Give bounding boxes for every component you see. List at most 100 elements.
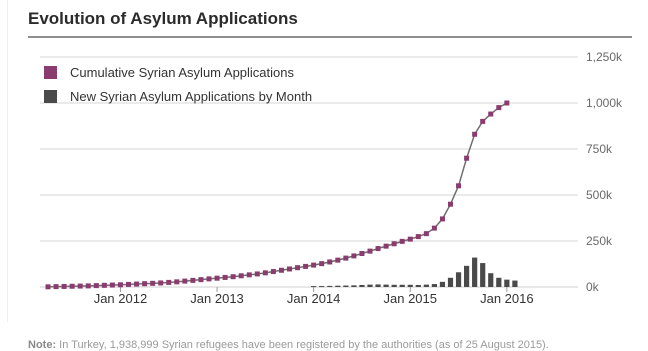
cumulative-point [93, 283, 99, 289]
cumulative-point [415, 234, 421, 240]
cumulative-point [222, 274, 228, 280]
cumulative-point [101, 282, 107, 288]
title-divider [28, 36, 632, 38]
footnote-text: In Turkey, 1,938,999 Syrian refugees hav… [59, 339, 549, 351]
chart-title: Evolution of Asylum Applications [28, 9, 298, 28]
monthly-bar [431, 284, 437, 287]
cumulative-point [158, 280, 164, 286]
cumulative-line [45, 100, 510, 290]
cumulative-point [238, 273, 244, 279]
cumulative-point [367, 248, 373, 254]
cumulative-point [270, 269, 276, 275]
monthly-bar [391, 284, 397, 287]
monthly-bar [351, 285, 357, 287]
monthly-bar [439, 281, 446, 287]
cumulative-point [61, 283, 67, 289]
cumulative-point [295, 265, 301, 271]
legend-label-monthly: New Syrian Asylum Applications by Month [70, 89, 312, 104]
monthly-bar [367, 284, 373, 287]
cumulative-point [407, 236, 413, 242]
monthly-bar [504, 279, 510, 287]
monthly-bars [311, 257, 518, 288]
cumulative-point [359, 251, 365, 257]
monthly-bar [383, 284, 389, 287]
cumulative-point [335, 257, 341, 263]
cumulative-point [262, 270, 268, 276]
cumulative-point [278, 267, 284, 273]
cumulative-point [480, 118, 486, 124]
x-tick-label: Jan 2014 [287, 291, 341, 306]
monthly-bar [480, 263, 486, 287]
monthly-bar [496, 277, 502, 287]
monthly-bar [375, 284, 381, 287]
x-tick-label: Jan 2012 [94, 291, 148, 306]
monthly-bar [343, 285, 349, 287]
x-tick-label: Jan 2016 [480, 291, 534, 306]
cumulative-point [230, 274, 236, 280]
cumulative-point [311, 262, 317, 268]
cumulative-point [109, 282, 115, 288]
cumulative-point [45, 284, 51, 290]
cumulative-point [439, 216, 445, 222]
cumulative-point [448, 201, 453, 207]
cumulative-point [464, 155, 470, 161]
footnote-label: Note: [28, 339, 57, 351]
legend-swatch-monthly [44, 90, 57, 103]
cumulative-point [254, 271, 260, 277]
cumulative-point [472, 131, 478, 137]
cumulative-point [504, 100, 510, 106]
cumulative-point [456, 183, 462, 189]
y-tick-label: 750k [586, 142, 613, 156]
x-axis-ticks: Jan 2012 Jan 2013 Jan 2014 Jan 2015 Jan 2016 [94, 287, 534, 306]
monthly-bar [423, 284, 429, 287]
monthly-bar [415, 284, 421, 287]
legend-label-cumulative: Cumulative Syrian Asylum Applications [70, 65, 294, 80]
y-tick-label: 250k [586, 234, 613, 248]
legend: Cumulative Syrian Asylum Applications Ne… [44, 65, 312, 104]
monthly-bar [311, 286, 317, 288]
y-axis-ticks: 0k 250k 500k 750k 1,000k 1,250k [586, 50, 623, 294]
monthly-bar [512, 280, 518, 287]
cumulative-point [53, 284, 59, 290]
monthly-bar [335, 285, 341, 287]
cumulative-point [391, 241, 397, 247]
cumulative-point [85, 283, 91, 289]
cumulative-point [174, 279, 180, 285]
monthly-bar [464, 265, 470, 287]
monthly-bar [327, 285, 333, 287]
cumulative-point [69, 283, 75, 289]
monthly-bar [399, 284, 405, 287]
monthly-bar [488, 273, 494, 287]
x-tick-label: Jan 2015 [384, 291, 438, 306]
cumulative-point [303, 263, 309, 269]
y-tick-label: 0k [586, 280, 600, 294]
cumulative-point [117, 282, 123, 288]
cumulative-point [126, 281, 131, 287]
cumulative-point [287, 266, 292, 272]
monthly-bar [472, 257, 478, 287]
cumulative-point [198, 277, 204, 283]
cumulative-point [327, 259, 333, 265]
cumulative-point [431, 225, 437, 231]
x-tick-label: Jan 2013 [190, 291, 244, 306]
cumulative-point [496, 105, 502, 111]
footnote: Note: In Turkey, 1,938,999 Syrian refuge… [28, 339, 549, 351]
cumulative-point [399, 238, 405, 244]
cumulative-point [246, 272, 252, 278]
legend-swatch-cumulative [44, 66, 57, 79]
monthly-bar [407, 284, 413, 287]
monthly-bar [359, 284, 365, 287]
cumulative-point [190, 277, 196, 283]
y-tick-label: 500k [586, 188, 613, 202]
y-tick-label: 1,250k [586, 50, 623, 64]
cumulative-point [182, 278, 188, 284]
cumulative-point [142, 281, 148, 287]
cumulative-point [488, 111, 494, 117]
cumulative-point [206, 276, 212, 282]
cumulative-point [150, 280, 156, 286]
cumulative-point [343, 255, 349, 261]
cumulative-point [351, 253, 357, 259]
cumulative-line-path [47, 102, 508, 288]
page-edge-line [7, 0, 8, 322]
